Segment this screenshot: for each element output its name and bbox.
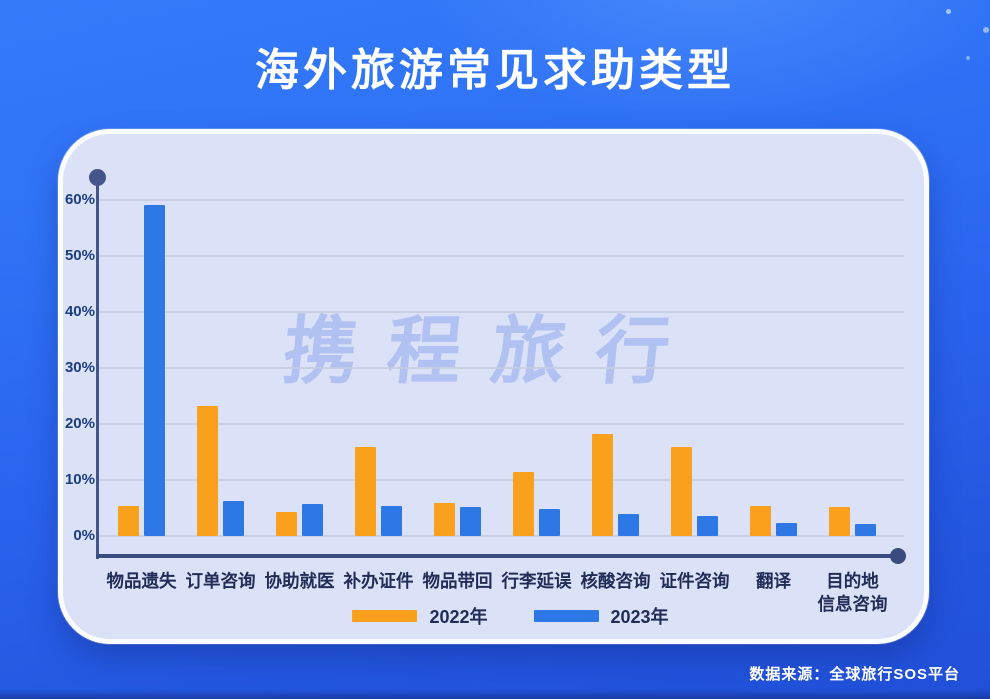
category-label: 证件咨询 [659,571,730,591]
gridline [99,199,904,201]
y-tick-label: 40% [64,303,95,320]
y-tick-label: 50% [64,247,95,264]
category-label: 物品遗失 [106,571,177,591]
bar-2022年-协助就医 [276,512,297,536]
legend-swatch [352,610,418,622]
bar-2023年-订单咨询 [223,501,244,536]
y-tick-label: 60% [64,191,95,208]
category-slot [576,134,655,536]
legend-label: 2022年 [429,607,488,627]
category-label: 行李延误 [501,571,572,591]
category-slot [181,134,260,536]
category-slot [497,134,576,536]
category-slot [339,134,418,536]
page-title: 海外旅游常见求助类型 [255,46,735,95]
bar-2022年-物品带回 [434,503,455,536]
data-source: 数据来源：全球旅行SOS平台 [749,666,960,683]
bar-2022年-订单咨询 [197,406,218,536]
category-slot [418,134,497,536]
sparkle-dot [946,9,951,14]
bar-2023年-物品带回 [460,507,481,536]
bar-chart: 携程旅行 0% 10% 20% 30% 40% 50% 60% 物品遗失 订单咨询 协助就医 补办… [63,134,924,639]
x-axis-end-dot [890,548,906,564]
sparkle-dot [983,27,989,33]
legend-item-2023年: 2023年 [533,603,669,629]
gridline [99,423,904,425]
y-axis-top-dot [89,169,106,186]
category-label: 协助就医 [264,571,335,591]
category-slot [734,134,813,536]
x-axis-line [96,554,898,558]
category-slot [102,134,181,536]
gridline [99,311,904,313]
gridline [99,535,904,537]
bar-2022年-行李延误 [513,472,534,536]
category-slot [813,134,892,536]
y-tick-label: 30% [64,359,95,376]
category-label: 翻译 [756,571,791,591]
category-label: 核酸咨询 [580,571,651,591]
y-tick-label: 0% [73,527,95,544]
bar-2022年-物品遗失 [118,506,139,536]
bar-2022年-核酸咨询 [592,434,613,536]
bar-2023年-物品遗失 [144,205,165,536]
bar-2022年-证件咨询 [671,447,692,536]
y-axis-line [96,177,99,559]
gridline [99,367,904,369]
category-label: 物品带回 [422,571,493,591]
category-labels: 物品遗失 订单咨询 协助就医 补办证件 物品带回 行李延误 核酸咨询 证件咨询 翻译 目的地 信息咨… [102,570,892,616]
category-label: 订单咨询 [185,571,256,591]
category-label: 补办证件 [343,571,414,591]
bar-2023年-协助就医 [302,504,323,536]
gridline [99,255,904,257]
y-tick-label: 20% [64,415,95,432]
legend-swatch [533,610,599,622]
bar-2023年-核酸咨询 [618,514,639,536]
bar-2023年-翻译 [776,523,797,536]
bar-2023年-补办证件 [381,506,402,536]
category-slot [655,134,734,536]
bar-2022年-补办证件 [355,447,376,536]
bar-2023年-证件咨询 [697,516,718,536]
chart-card: 携程旅行 0% 10% 20% 30% 40% 50% 60% 物品遗失 订单咨询 协助就医 补办… [58,129,929,644]
bar-2022年-翻译 [750,506,771,536]
legend-label: 2023年 [610,607,669,627]
category-label: 目的地 信息咨询 [817,571,888,614]
legend-item-2022年: 2022年 [352,603,488,629]
bar-2023年-行李延误 [539,509,560,536]
category-slot [260,134,339,536]
bars-layer [102,134,892,536]
gridline [99,479,904,481]
legend: 2022年 2023年 [80,603,924,629]
y-tick-label: 10% [64,471,95,488]
bar-2022年-目的地信息咨询 [829,507,850,536]
sparkle-dot [966,56,970,60]
bar-2023年-目的地信息咨询 [855,524,876,536]
